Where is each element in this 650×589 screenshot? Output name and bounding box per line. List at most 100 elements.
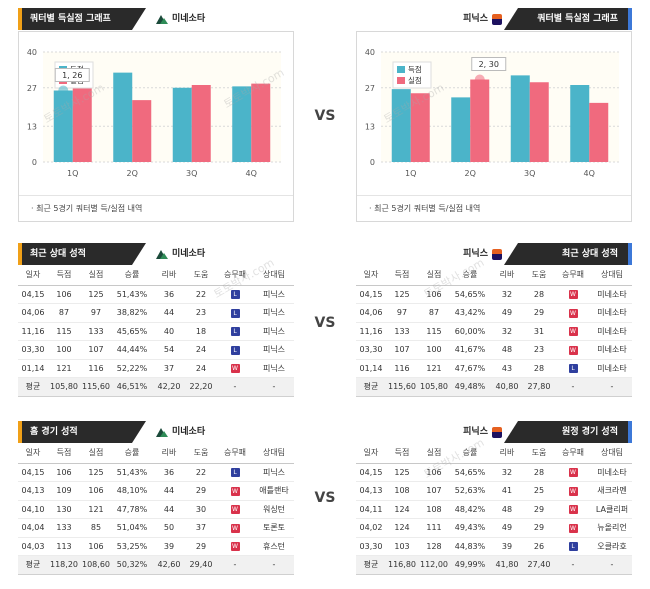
column-header-rebounds: 리바 xyxy=(152,443,186,464)
cell-allowed: 115 xyxy=(418,322,450,341)
cell-assists: 29 xyxy=(524,518,554,538)
average-row: 평균 118,20 108,60 50,32% 42,60 29,40- - xyxy=(18,555,294,575)
cell-win-pct: 51,43% xyxy=(112,285,152,304)
x-tick-label: 2Q xyxy=(465,169,476,178)
loss-badge-icon: L xyxy=(230,468,240,478)
y-tick-label: 27 xyxy=(365,84,375,93)
column-header-points: 득점 xyxy=(48,265,80,286)
win-badge-icon: W xyxy=(568,327,578,337)
cell-date: 04,06 xyxy=(356,303,386,323)
win-badge-icon: W xyxy=(568,308,578,318)
bar-score xyxy=(391,89,411,162)
cell-points: 115 xyxy=(48,322,80,341)
cell-result: L xyxy=(216,340,254,360)
cell-allowed: 125 xyxy=(80,463,112,482)
cell-points: 133 xyxy=(386,322,418,341)
tooltip-text: 1, 26 xyxy=(62,71,82,80)
cell-rebounds: 32 xyxy=(490,463,524,482)
cell-assists: 26 xyxy=(524,537,554,556)
cell-assists: 29 xyxy=(186,537,216,556)
cell-win-pct: 50,32% xyxy=(112,555,152,575)
win-badge-icon: W xyxy=(230,542,240,552)
table-header-row: 일자 득점 실점 승률 리바 도움 승무패 상대팀 xyxy=(18,265,294,286)
vs-label-charts: VS xyxy=(314,108,336,124)
x-tick-label: 3Q xyxy=(186,169,197,178)
table-row: 04,15 106 125 51,43% 36 22 L 피닉스 xyxy=(18,285,294,304)
cell-date: 04,15 xyxy=(18,463,48,482)
cell-date: 평균 xyxy=(18,377,48,397)
cell-result: L xyxy=(216,303,254,323)
column-header-points: 득점 xyxy=(386,265,418,286)
cell-rebounds: 36 xyxy=(152,463,186,482)
recent-team-left: 미네소타 xyxy=(156,243,205,265)
cell-assists: 30 xyxy=(186,500,216,519)
cell-opponent: 피닉스 xyxy=(254,303,294,323)
cell-rebounds: 37 xyxy=(152,359,186,378)
team-label-right: 피닉스 xyxy=(463,8,502,30)
cell-allowed: 121 xyxy=(80,500,112,519)
cell-assists: 22,20 xyxy=(186,377,216,397)
phoenix-logo-icon xyxy=(492,13,502,25)
tooltip-marker xyxy=(474,74,485,85)
cell-allowed: 105,80 xyxy=(418,377,450,397)
bar-score xyxy=(232,86,252,162)
win-badge-icon: W xyxy=(230,486,240,496)
cell-win-pct: 49,48% xyxy=(450,377,490,397)
cell-win-pct: 43,42% xyxy=(450,303,490,323)
cell-opponent: - xyxy=(592,555,632,575)
table-row: 03,30 100 107 44,44% 54 24 L 피닉스 xyxy=(18,340,294,360)
cell-result: L xyxy=(216,322,254,341)
column-header-assists: 도움 xyxy=(186,443,216,464)
cell-points: 130 xyxy=(48,500,80,519)
table-row: 04,15 125 106 54,65% 32 28 W 미네소타 xyxy=(356,285,632,304)
cell-result: L xyxy=(216,285,254,304)
table-header-row: 일자 득점 실점 승률 리바 도움 승무패 상대팀 xyxy=(18,443,294,464)
column-header-points: 득점 xyxy=(386,443,418,464)
cell-result: W xyxy=(216,500,254,519)
win-badge-icon: W xyxy=(230,523,240,533)
cell-opponent: 미네소타 xyxy=(592,322,632,341)
cell-opponent: 애틀랜타 xyxy=(254,481,294,501)
y-tick-label: 13 xyxy=(365,122,375,131)
cell-win-pct: 47,67% xyxy=(450,359,490,378)
cell-result: W xyxy=(554,463,592,482)
column-header-allowed: 실점 xyxy=(80,443,112,464)
table-header-row: 일자 득점 실점 승률 리바 도움 승무패 상대팀 xyxy=(356,443,632,464)
cell-opponent: 피닉스 xyxy=(254,285,294,304)
cell-win-pct: 52,22% xyxy=(112,359,152,378)
bar-score xyxy=(451,97,471,162)
home-title: 홈 경기 성적 xyxy=(18,421,146,443)
recent-team-right: 피닉스 xyxy=(463,243,502,265)
cell-rebounds: 40 xyxy=(152,322,186,341)
table-row: 04,04 133 85 51,04% 50 37 W 토론토 xyxy=(18,518,294,538)
table-row: 03,30 107 100 41,67% 48 23 W 미네소타 xyxy=(356,340,632,360)
cell-rebounds: 40,80 xyxy=(490,377,524,397)
team-name-right: 피닉스 xyxy=(463,14,488,24)
cell-points: 106 xyxy=(48,463,80,482)
column-header-date: 일자 xyxy=(18,443,48,464)
cell-win-pct: 48,10% xyxy=(112,481,152,501)
column-header-result: 승무패 xyxy=(216,265,254,286)
win-badge-icon: W xyxy=(230,505,240,515)
chart-header-right: 피닉스 쿼터별 득실점 그래프 xyxy=(356,8,632,30)
cell-date: 01,14 xyxy=(18,359,48,378)
team-name-left: 미네소타 xyxy=(172,14,206,24)
column-header-date: 일자 xyxy=(18,265,48,286)
cell-allowed: 106 xyxy=(80,481,112,501)
loss-badge-icon: L xyxy=(230,345,240,355)
table-row: 04,13 108 107 52,63% 41 25 W 새크라멘 xyxy=(356,481,632,501)
cell-assists: 29 xyxy=(524,500,554,519)
column-header-rebounds: 리바 xyxy=(490,265,524,286)
y-tick-label: 40 xyxy=(365,48,375,57)
column-header-opponent: 상대팀 xyxy=(254,443,294,464)
chart-header-left: 쿼터별 득실점 그래프 미네소타 xyxy=(18,8,294,30)
away-header-right: 피닉스 원정 경기 성적 xyxy=(356,421,632,443)
cell-allowed: 108 xyxy=(418,500,450,519)
tooltip-marker xyxy=(58,85,69,96)
cell-rebounds: 44 xyxy=(152,481,186,501)
bar-allowed xyxy=(191,85,211,162)
cell-opponent: 미네소타 xyxy=(592,463,632,482)
cell-opponent: 워싱턴 xyxy=(254,500,294,519)
